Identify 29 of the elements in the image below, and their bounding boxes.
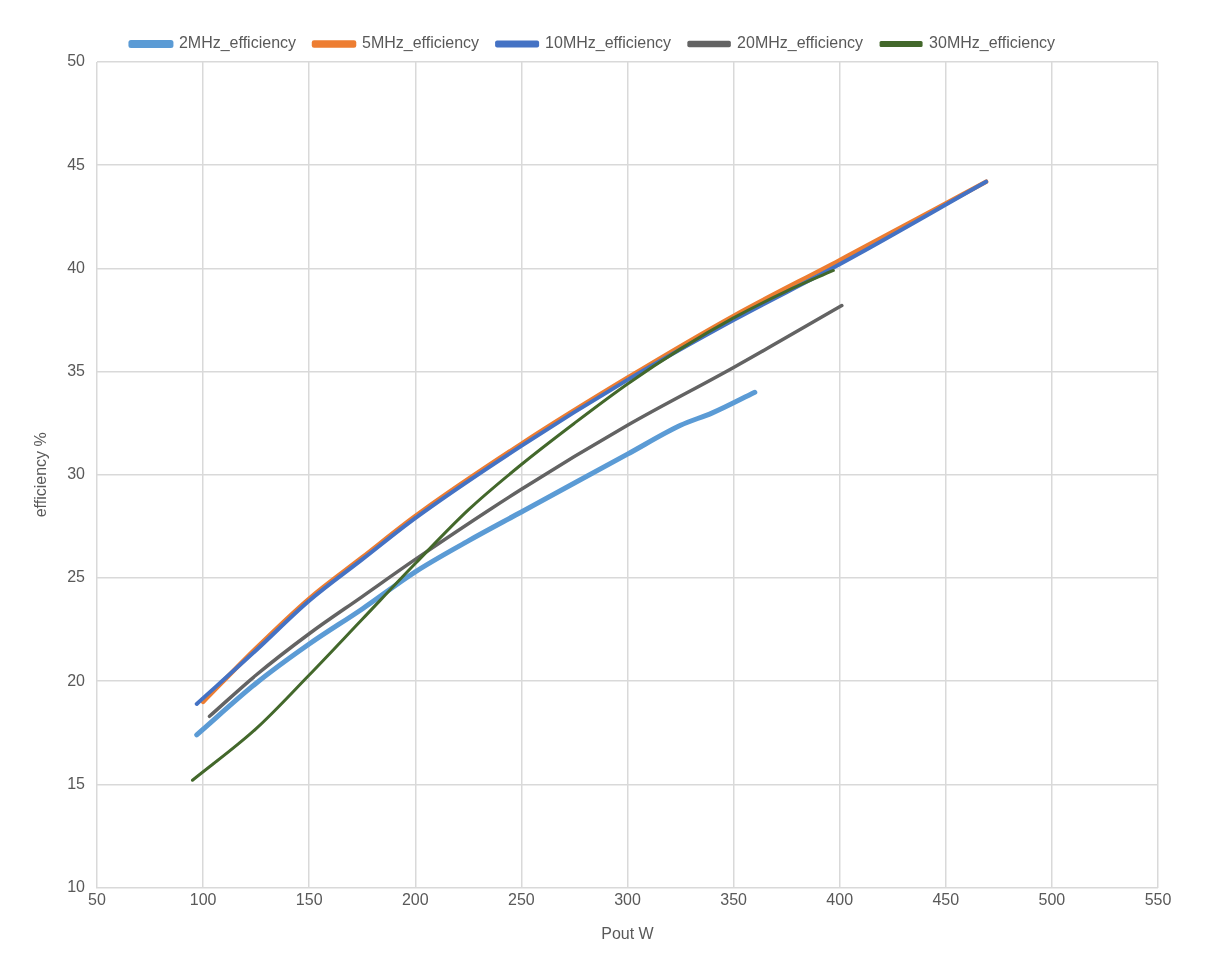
- y-tick-label: 35: [67, 362, 86, 380]
- x-tick-label: 450: [932, 890, 960, 908]
- x-axis-title: Pout W: [601, 924, 655, 942]
- legend-label: 30MHz_efficiency: [929, 34, 1056, 53]
- line-series: [190, 268, 835, 782]
- legend-label: 20MHz_efficiency: [737, 34, 864, 53]
- y-tick-label: 30: [67, 465, 86, 483]
- legend-label: 5MHz_efficiency: [362, 34, 480, 53]
- x-tick-label: 300: [614, 890, 641, 908]
- x-tick-label: 550: [1144, 890, 1172, 908]
- x-tick-label: 350: [720, 890, 748, 908]
- y-tick-label: 45: [67, 155, 86, 173]
- legend-label: 2MHz_efficiency: [178, 34, 297, 53]
- y-tick-label: 20: [67, 671, 86, 689]
- x-tick-label: 500: [1038, 890, 1066, 908]
- x-tick-label: 250: [508, 890, 535, 908]
- y-tick-label: 10: [67, 878, 86, 896]
- y-axis-title: efficiency %: [32, 432, 50, 518]
- x-tick-label: 200: [401, 890, 429, 908]
- line-series: [207, 303, 844, 719]
- y-tick-label: 50: [67, 52, 86, 70]
- x-tick-label: 100: [189, 890, 217, 908]
- y-tick-label: 40: [67, 258, 86, 276]
- legend-label: 10MHz_efficiency: [545, 34, 672, 53]
- x-tick-label: 50: [88, 890, 106, 908]
- x-tick-label: 150: [295, 890, 323, 908]
- y-tick-label: 25: [67, 568, 86, 586]
- y-tick-label: 15: [67, 774, 86, 792]
- x-tick-label: 400: [826, 890, 854, 908]
